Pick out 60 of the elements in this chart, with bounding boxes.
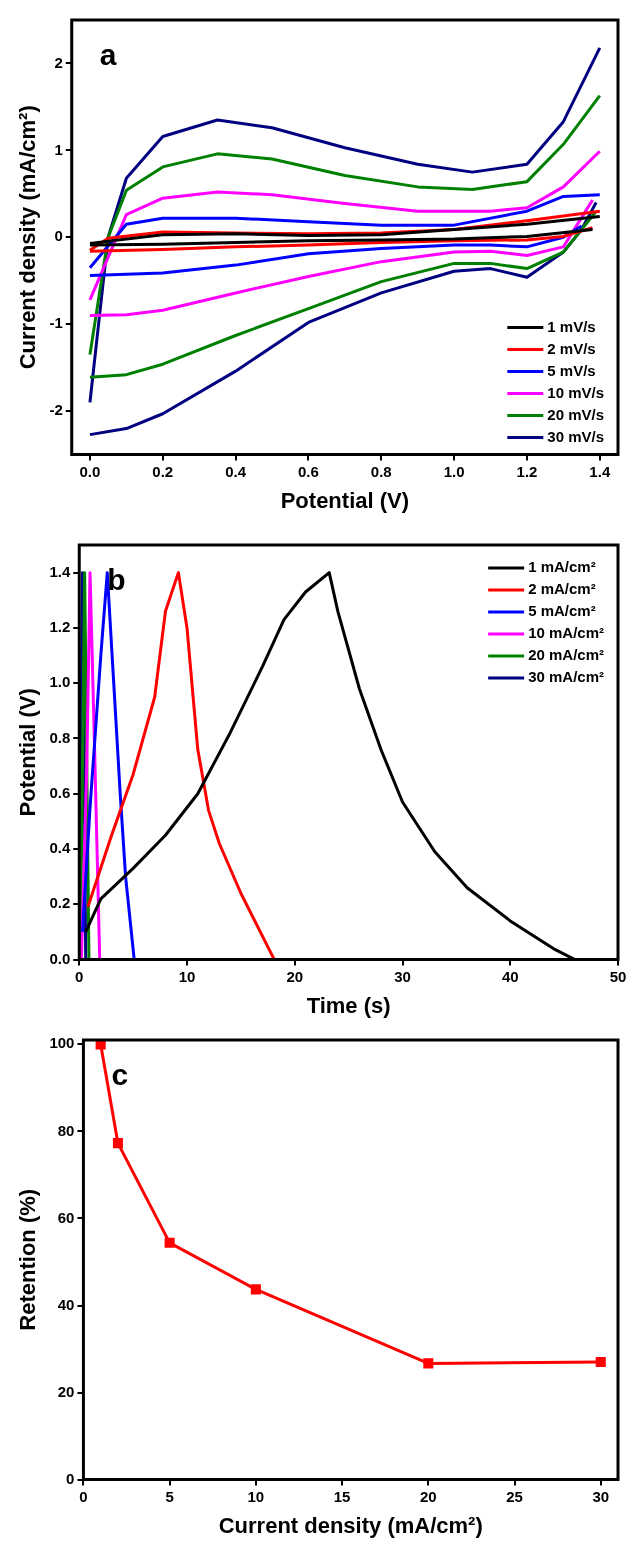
- x-tick-label: 30: [394, 967, 411, 985]
- x-tick-label: 10: [247, 1487, 265, 1505]
- y-tick-label: 0.8: [49, 728, 71, 746]
- y-tick-label: 80: [57, 1121, 75, 1139]
- legend-label: 2 mV/s: [547, 339, 596, 357]
- y-tick-label: 100: [49, 1034, 75, 1052]
- legend-label: 10 mV/s: [547, 383, 605, 401]
- x-tick-label: 40: [501, 967, 519, 985]
- x-axis-title: Time (s): [306, 992, 391, 1018]
- legend-label: 1 mA/cm²: [528, 558, 596, 576]
- x-tick-label: 15: [333, 1487, 351, 1505]
- y-tick-label: 0.4: [49, 839, 71, 857]
- y-axis-title: Current density (mA/cm²): [15, 105, 41, 370]
- x-axis-title: Potential (V): [280, 487, 410, 513]
- x-tick-label: 0: [79, 1487, 88, 1505]
- y-axis-title: Potential (V): [15, 688, 41, 817]
- annotation: c: [111, 1058, 129, 1092]
- y-axis-title: Retention (%): [15, 1188, 41, 1331]
- y-tick-label: -2: [49, 401, 63, 419]
- y-tick-label: 0.0: [49, 949, 71, 967]
- x-tick-label: 0.6: [298, 462, 319, 480]
- y-tick-label: 0: [66, 1469, 75, 1487]
- x-tick-label: 1.4: [589, 462, 611, 480]
- y-tick-label: 0: [54, 227, 63, 245]
- y-tick-label: -1: [49, 314, 63, 332]
- x-tick-label: 20: [286, 967, 304, 985]
- x-tick-label: 0.0: [79, 462, 101, 480]
- x-tick-label: 0.2: [152, 462, 174, 480]
- x-tick-label: 50: [609, 967, 627, 985]
- legend-label: 2 mA/cm²: [528, 580, 596, 598]
- y-tick-label: 20: [57, 1382, 75, 1400]
- x-tick-label: 1.2: [516, 462, 538, 480]
- x-axis-title: Current density (mA/cm²): [218, 1512, 483, 1538]
- legend-label: 5 mA/cm²: [528, 602, 596, 620]
- legend-label: 30 mV/s: [547, 427, 605, 445]
- x-tick-label: 25: [506, 1487, 523, 1505]
- y-tick-label: 0.2: [49, 894, 71, 912]
- x-tick-label: 20: [419, 1487, 437, 1505]
- legend-label: 5 mV/s: [547, 361, 596, 379]
- x-tick-label: 0.8: [370, 462, 392, 480]
- y-tick-label: 1: [54, 140, 63, 158]
- x-tick-label: 0.4: [225, 462, 247, 480]
- x-tick-label: 30: [592, 1487, 610, 1505]
- legend-label: 20 mA/cm²: [528, 646, 605, 664]
- x-tick-label: 5: [165, 1487, 174, 1505]
- y-tick-label: 0.6: [49, 783, 71, 801]
- legend-label: 10 mA/cm²: [528, 624, 605, 642]
- x-tick-label: 1.0: [443, 462, 465, 480]
- x-tick-label: 10: [178, 967, 196, 985]
- y-tick-label: 40: [57, 1295, 75, 1313]
- y-tick-label: 1.0: [49, 673, 71, 691]
- y-tick-label: 2: [54, 53, 63, 71]
- y-tick-label: 1.4: [49, 562, 71, 580]
- y-tick-label: 1.2: [49, 618, 71, 636]
- annotation: b: [107, 563, 126, 597]
- annotation: a: [99, 38, 117, 72]
- legend-label: 1 mV/s: [547, 317, 596, 335]
- legend-label: 20 mV/s: [547, 405, 605, 423]
- y-tick-label: 60: [57, 1208, 75, 1226]
- legend-label: 30 mA/cm²: [528, 668, 605, 686]
